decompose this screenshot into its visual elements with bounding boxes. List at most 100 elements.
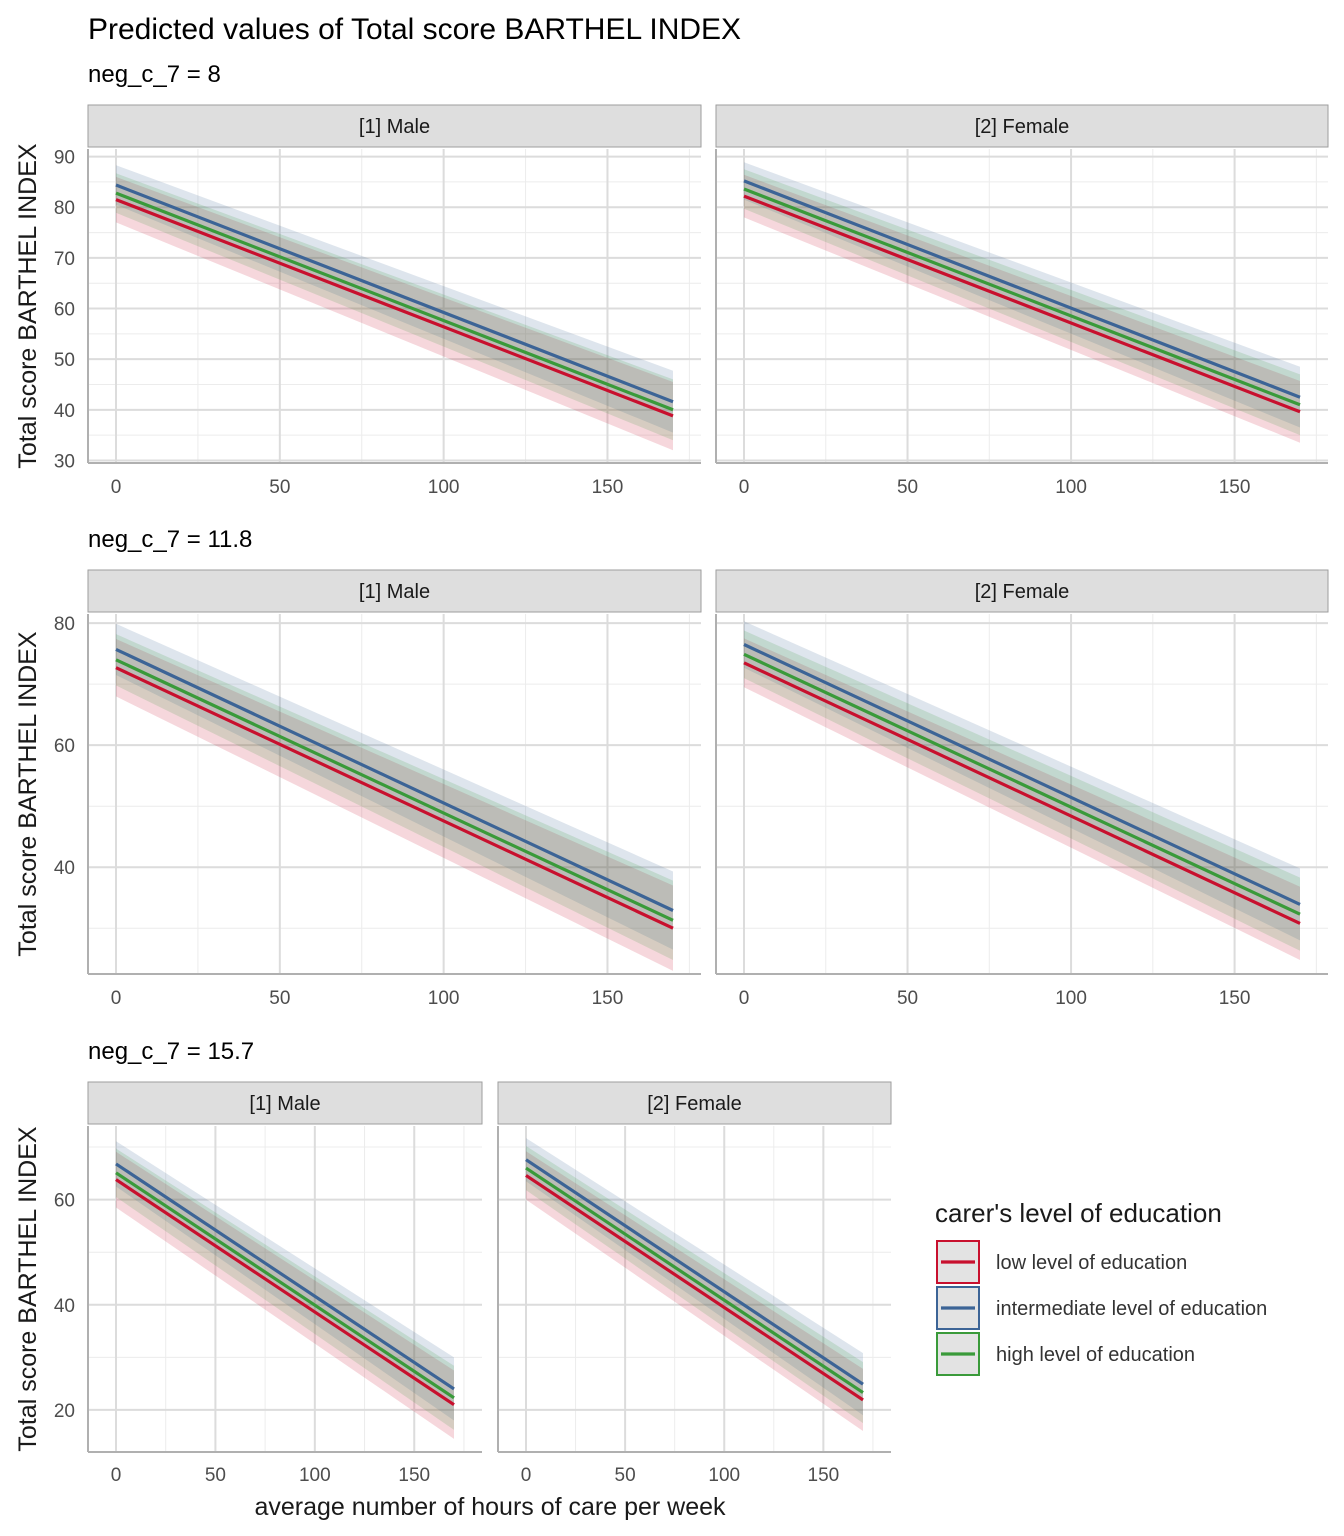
series-line-low — [115, 198, 674, 418]
y-tick-label: 80 — [54, 614, 75, 635]
ci-band-low — [526, 1151, 863, 1431]
series-line-intermediate — [525, 1158, 864, 1386]
series-line-intermediate — [115, 183, 674, 404]
series-line-low — [743, 194, 1301, 414]
legend: carer's level of education low level of e… — [935, 1198, 1267, 1376]
panel-row: neg_c_7 = 11.8 Total score BARTHEL INDEX [… — [14, 526, 1329, 1009]
y-tick-label: 90 — [54, 148, 75, 169]
ci-band-high — [526, 1146, 863, 1424]
y-tick-label: 60 — [54, 1191, 75, 1212]
ci-band-low — [116, 1151, 454, 1439]
x-tick-label: 50 — [269, 477, 290, 498]
legend-item-high: high level of education — [936, 1332, 1195, 1376]
x-tick-label: 150 — [1219, 988, 1251, 1009]
x-tick-label: 0 — [739, 988, 750, 1009]
facet-strip — [497, 1081, 892, 1125]
y-tick-label: 40 — [54, 858, 75, 879]
y-axis-title: Total score BARTHEL INDEX — [14, 143, 42, 468]
y-tick-label: 40 — [54, 1296, 75, 1317]
ci-band-intermediate — [116, 623, 673, 950]
y-tick-label: 60 — [54, 300, 75, 321]
y-axis-title: Total score BARTHEL INDEX — [14, 1126, 42, 1451]
y-tick-label: 40 — [54, 401, 75, 422]
x-tick-label: 0 — [111, 477, 122, 498]
ci-band-intermediate — [526, 1138, 863, 1416]
x-tick-label: 100 — [428, 477, 460, 498]
series-line-intermediate — [115, 647, 674, 912]
panels: neg_c_7 = 8 Total score BARTHEL INDEX [1] … — [14, 61, 1329, 1486]
series-line-high — [743, 652, 1301, 916]
ci-band-intermediate — [744, 621, 1300, 941]
legend-item-low: low level of education — [936, 1240, 1187, 1284]
facet-strip-label: [1] Male — [359, 581, 430, 603]
x-tick-label: 150 — [1219, 477, 1251, 498]
panel-subtitle: neg_c_7 = 8 — [88, 61, 221, 88]
series-line-low — [115, 1178, 455, 1407]
y-tick-label: 20 — [54, 1401, 75, 1422]
series-line-high — [743, 187, 1301, 407]
ci-band-high — [744, 169, 1300, 436]
y-tick-label: 60 — [54, 736, 75, 757]
y-tick-label: 50 — [54, 350, 75, 371]
series-line-intermediate — [115, 1162, 455, 1391]
series-line-low — [525, 1174, 864, 1402]
facet-female: [2] Female 0 50 100 150 — [715, 104, 1329, 498]
x-tick-label: 150 — [398, 1465, 430, 1486]
series-line-high — [115, 191, 674, 412]
series-line-low — [743, 661, 1301, 925]
x-tick-label: 150 — [592, 477, 624, 498]
facet-strip-label: [2] Female — [975, 116, 1069, 138]
x-tick-label: 100 — [1055, 477, 1087, 498]
y-axis-title: Total score BARTHEL INDEX — [14, 631, 42, 956]
x-tick-label: 0 — [739, 477, 750, 498]
legend-title: carer's level of education — [935, 1198, 1222, 1228]
x-tick-label: 50 — [269, 988, 290, 1009]
legend-label: high level of education — [996, 1344, 1195, 1366]
facet-female: [2] Female 0 50 100 150 — [715, 569, 1329, 1009]
x-tick-label: 0 — [521, 1465, 532, 1486]
x-tick-label: 150 — [808, 1465, 840, 1486]
legend-label: intermediate level of education — [996, 1298, 1267, 1320]
legend-item-intermediate: intermediate level of education — [936, 1286, 1267, 1330]
facet-strip-label: [1] Male — [359, 116, 430, 138]
ci-band-low — [116, 639, 673, 971]
facet-male: [1] Male 0 50 100 150 30 40 50 60 70 80 90 — [54, 104, 702, 498]
panel-row: neg_c_7 = 15.7 Total score BARTHEL INDEX [… — [14, 1038, 892, 1486]
ci-band-high — [116, 1148, 454, 1430]
ci-band-low — [116, 176, 673, 451]
x-axis-title: average number of hours of care per week — [254, 1493, 726, 1521]
x-tick-label: 0 — [111, 988, 122, 1009]
x-tick-label: 50 — [897, 988, 918, 1009]
facet-male: [1] Male 0 50 100 150 20 40 60 — [54, 1081, 483, 1486]
ci-band-intermediate — [744, 162, 1300, 428]
x-tick-label: 100 — [299, 1465, 331, 1486]
panel-subtitle: neg_c_7 = 15.7 — [88, 1038, 254, 1065]
legend-label: low level of education — [996, 1252, 1187, 1274]
panel-row: neg_c_7 = 8 Total score BARTHEL INDEX [1] … — [14, 61, 1329, 498]
x-tick-label: 0 — [111, 1465, 122, 1486]
panel-subtitle: neg_c_7 = 11.8 — [88, 526, 252, 553]
facet-strip-label: [2] Female — [647, 1093, 741, 1115]
facet-female: [2] Female 0 50 100 150 — [497, 1081, 892, 1486]
ci-band-high — [744, 630, 1300, 951]
series-line-high — [115, 658, 674, 922]
ci-band-intermediate — [116, 1141, 454, 1421]
x-tick-label: 100 — [1055, 988, 1087, 1009]
facet-strip — [715, 104, 1329, 148]
series-line-intermediate — [743, 643, 1301, 906]
ci-band-intermediate — [116, 165, 673, 433]
facet-strip-label: [1] Male — [249, 1093, 320, 1115]
y-tick-label: 30 — [54, 451, 75, 472]
y-tick-label: 80 — [54, 198, 75, 219]
x-tick-label: 50 — [205, 1465, 226, 1486]
series-line-intermediate — [743, 179, 1301, 399]
x-tick-label: 50 — [897, 477, 918, 498]
x-tick-label: 150 — [592, 988, 624, 1009]
facet-strip — [87, 1081, 483, 1125]
x-tick-label: 100 — [428, 988, 460, 1009]
y-tick-label: 70 — [54, 249, 75, 270]
facet-strip-label: [2] Female — [975, 581, 1069, 603]
series-line-high — [115, 1171, 455, 1400]
x-tick-label: 100 — [708, 1465, 740, 1486]
